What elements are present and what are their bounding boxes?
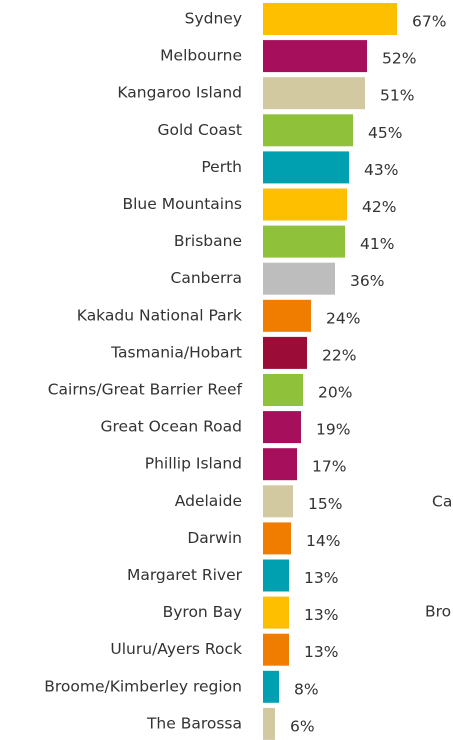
value-label: 13% [304,643,338,661]
bar [263,707,275,740]
category-label: The Barossa [146,714,242,732]
category-label: Cairns/Great Barrier Reef [48,381,243,399]
value-label: 20% [318,384,352,402]
bar [263,596,289,629]
value-label: 14% [306,532,340,550]
category-label: Darwin [187,529,242,547]
bar [263,3,397,35]
category-label: Uluru/Ayers Rock [110,640,242,658]
bar [263,114,353,147]
value-label: 13% [304,569,338,587]
value-label: 42% [362,198,396,216]
value-label: 8% [294,680,319,698]
category-label: Kangaroo Island [117,84,242,102]
value-label: 43% [364,161,398,179]
bar [263,411,301,444]
bar [263,448,297,481]
bar [263,522,291,555]
category-label: Melbourne [160,47,242,65]
category-label: Byron Bay [163,603,242,621]
annotation: Bro [425,603,451,621]
value-label: 41% [360,235,394,253]
category-label: Canberra [171,269,243,287]
value-label: 13% [304,606,338,624]
category-label: Gold Coast [157,121,242,139]
value-label: 52% [382,50,416,68]
bar [263,262,335,295]
value-label: 15% [308,495,342,513]
category-label: Perth [201,158,242,176]
bar [263,225,345,258]
value-label: 6% [290,717,315,735]
bar [263,670,279,703]
value-label: 36% [350,272,384,290]
value-label: 19% [316,421,350,439]
bar [263,485,293,518]
bar [263,559,289,592]
bar [263,633,289,666]
category-label: Blue Mountains [122,195,242,213]
bar [263,299,311,332]
value-label: 67% [412,13,446,31]
category-label: Sydney [185,10,242,28]
bar [263,374,303,406]
annotation: Ca [432,493,452,511]
category-label: Broome/Kimberley region [44,677,242,695]
category-label: Great Ocean Road [101,418,242,436]
value-label: 22% [322,346,356,364]
category-label: Tasmania/Hobart [110,343,242,361]
bar [263,188,347,221]
category-label: Kakadu National Park [77,306,242,324]
category-label: Adelaide [175,492,242,510]
bar [263,40,367,73]
category-label: Brisbane [174,232,242,250]
bar [263,336,307,369]
category-label: Phillip Island [145,455,242,473]
value-label: 51% [380,87,414,105]
bar [263,151,349,184]
value-label: 17% [312,458,346,476]
value-label: 45% [368,124,402,142]
bar [263,77,365,110]
value-label: 24% [326,309,360,327]
category-label: Margaret River [127,566,243,584]
